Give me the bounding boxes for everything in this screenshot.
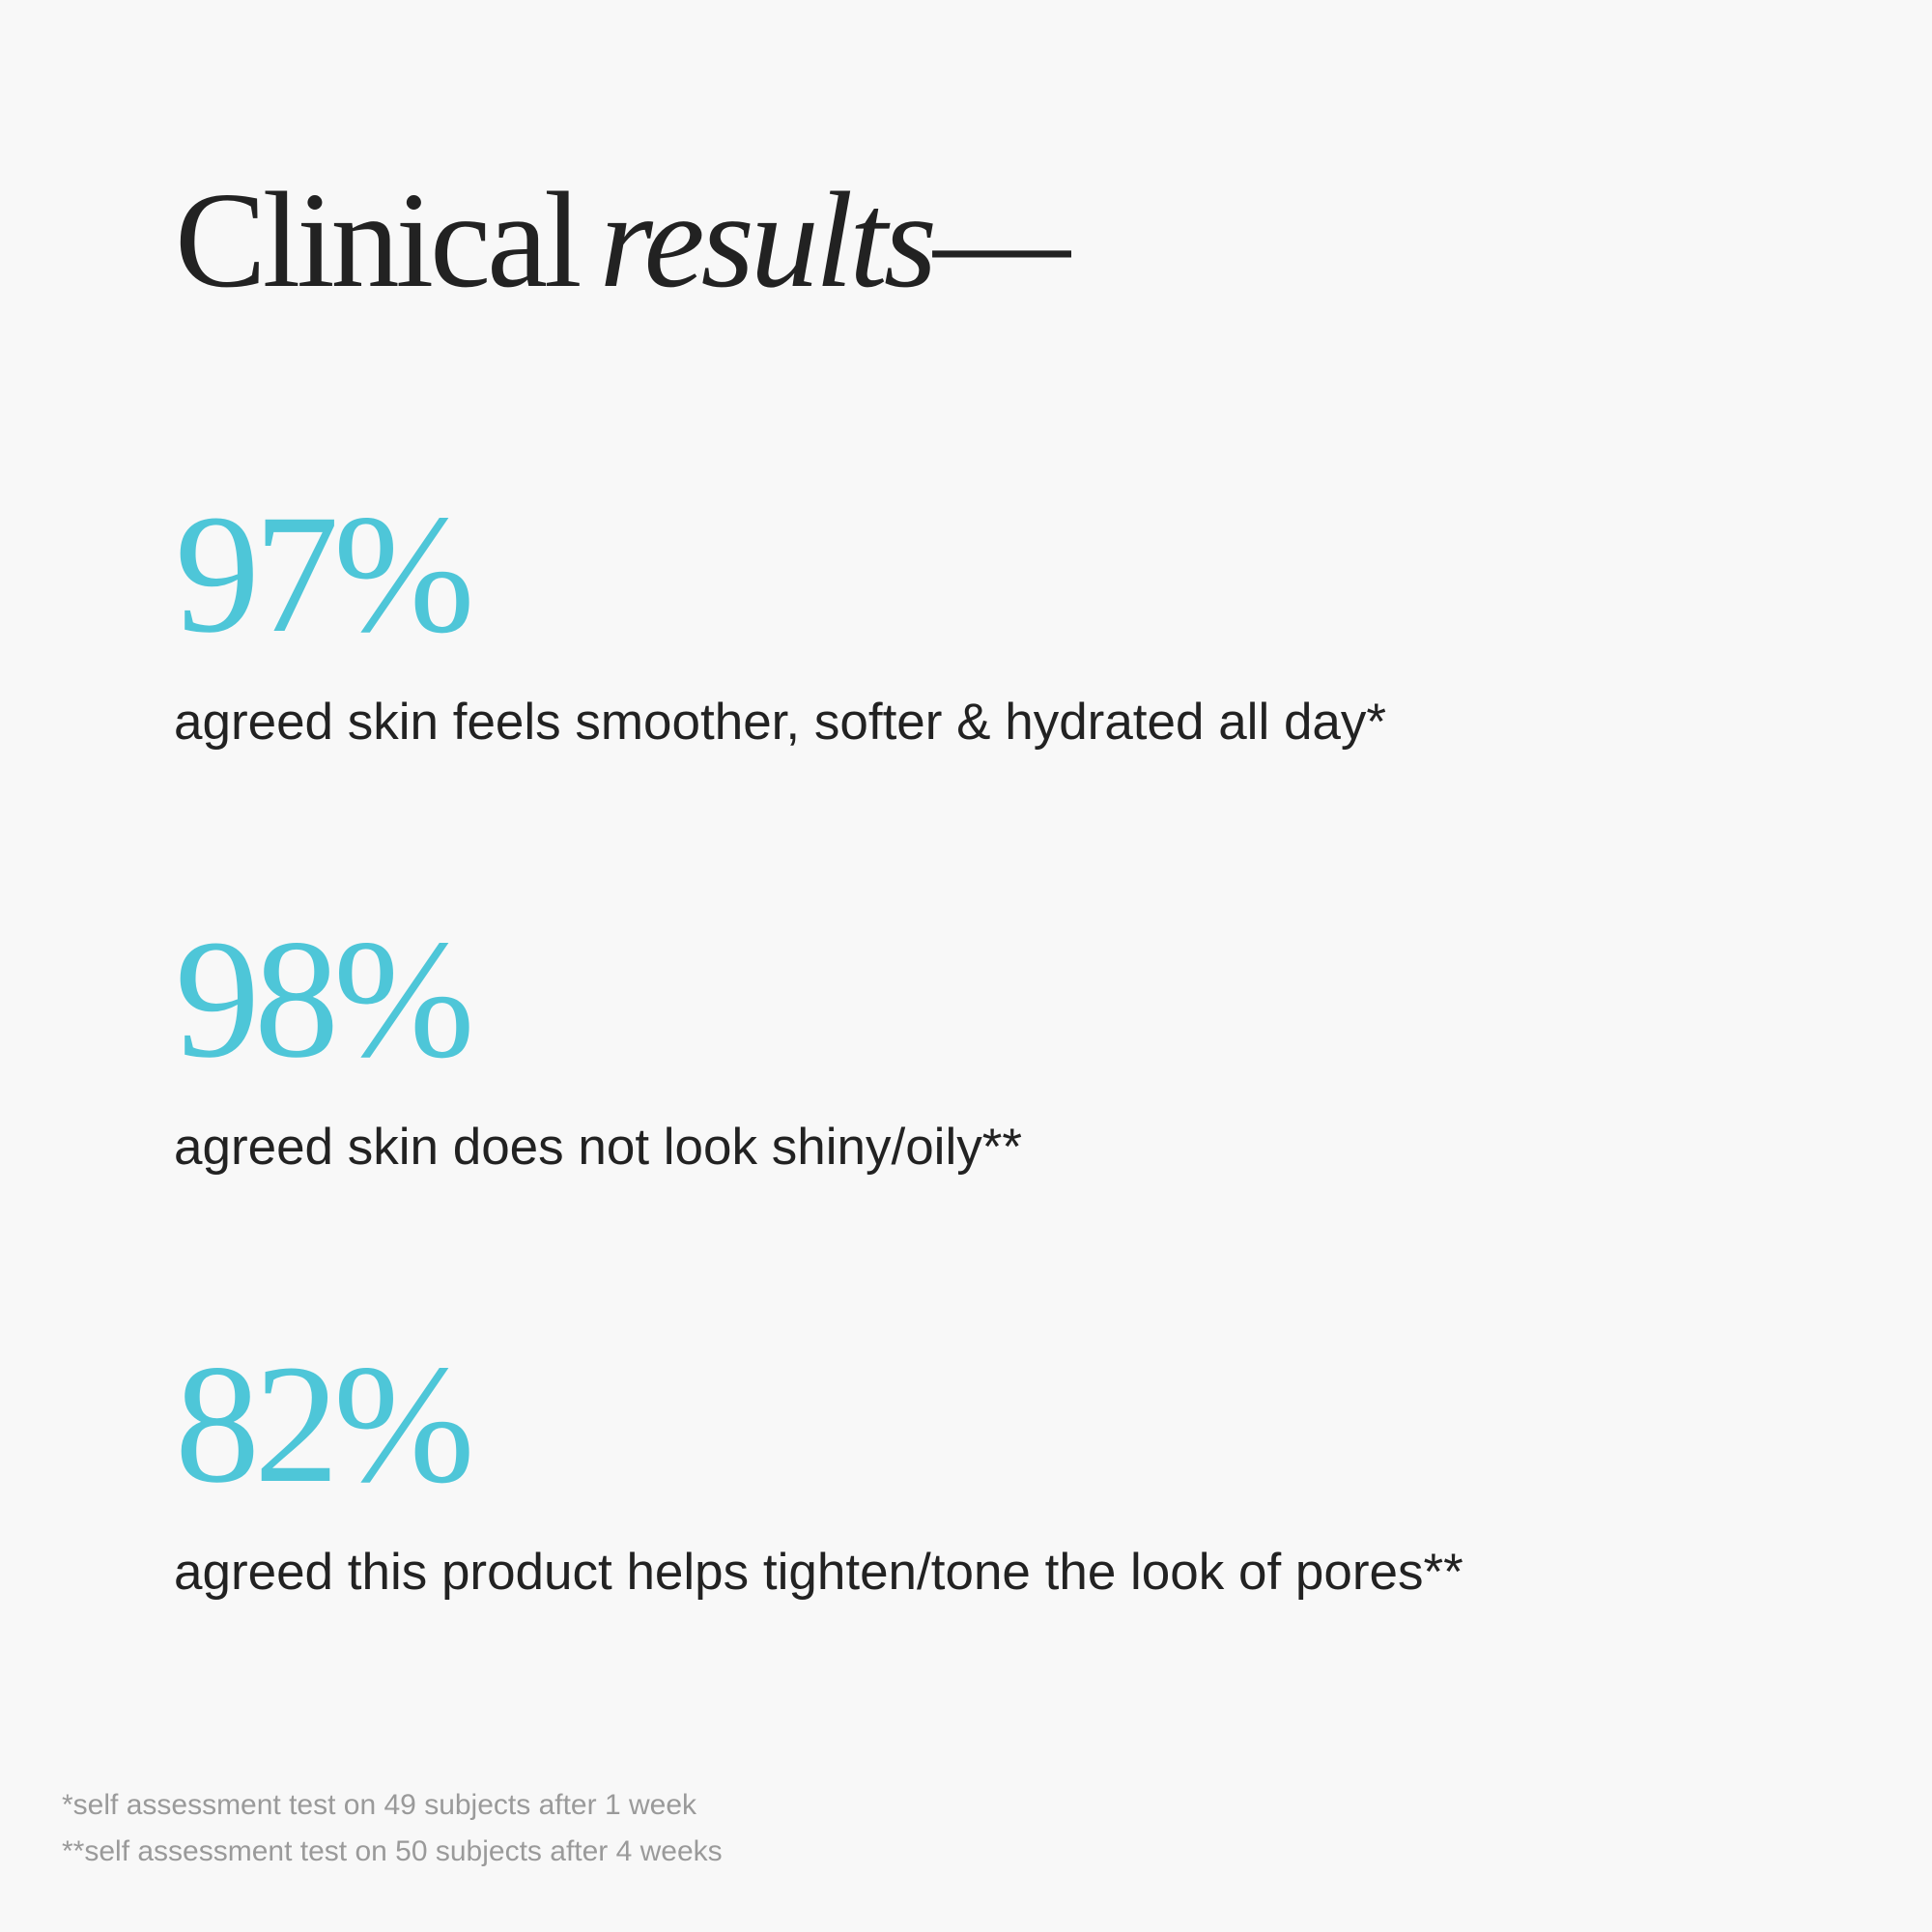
stat-value: 98% (175, 905, 469, 1094)
footnote: **self assessment test on 50 subjects af… (62, 1835, 723, 1867)
title-italic: results (600, 163, 933, 316)
footnote: *self assessment test on 49 subjects aft… (62, 1789, 697, 1821)
stat-description: agreed this product helps tighten/tone t… (174, 1544, 1463, 1601)
stat-value: 97% (175, 480, 469, 668)
title: Clinical results— (175, 163, 1071, 316)
title-dash: — (932, 163, 1071, 316)
stat-description: agreed skin feels smoother, softer & hyd… (174, 694, 1386, 751)
title-regular: Clinical (175, 163, 580, 316)
stat-value: 82% (175, 1330, 469, 1519)
stat-description: agreed skin does not look shiny/oily** (174, 1119, 1022, 1176)
